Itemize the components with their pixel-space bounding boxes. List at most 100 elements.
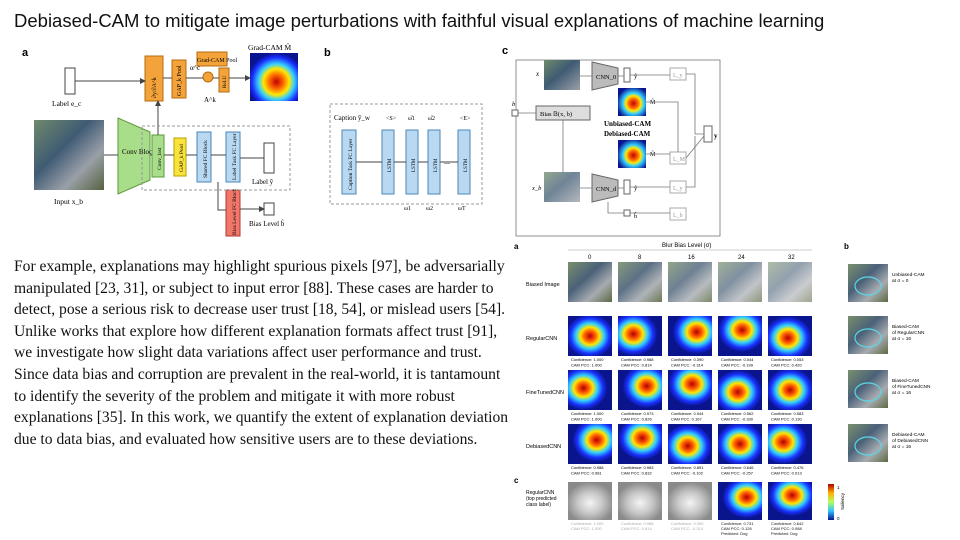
row-label-3: DebiasedCNN xyxy=(526,444,561,450)
gradcam-title: Grad-CAM M̂ xyxy=(248,42,291,52)
caption-r3-c3-1: CAM PCC: -0.257 xyxy=(721,471,754,476)
caption-r1-c2-0: Confidence: 0.390 xyxy=(671,357,704,362)
debiasing-diagram-c: c x CNN_0 ŷ L_y M̂ Unbiased-CAM Debiased… xyxy=(502,45,721,237)
caption-r3-c4-0: Confidence: 0.476 xyxy=(771,465,804,470)
overlay-image-3 xyxy=(848,424,888,462)
caption-r1-c0-1: CAM PCC: 1.000 xyxy=(571,363,602,368)
shared-fc-block xyxy=(196,131,212,183)
y-output xyxy=(703,125,713,143)
results-panel-label-b: b xyxy=(844,242,849,251)
cam-map-r1-c3 xyxy=(718,316,762,356)
bias-fc-block xyxy=(225,189,241,237)
caption-r2-c2-0: Confidence: 0.944 xyxy=(671,411,704,416)
cam-map-r2-c0 xyxy=(568,370,612,410)
lstm-label-4: LSTM xyxy=(464,158,469,172)
token-3: <E> xyxy=(460,116,471,122)
relu-block xyxy=(218,67,230,93)
bias-fn-text: Bias 𝔹(x, b) xyxy=(540,110,572,118)
cam-outline-1 xyxy=(854,328,882,348)
biased-image-0 xyxy=(568,262,612,302)
caption-r2-c3-1: CAM PCC: -0.330 xyxy=(721,417,754,422)
cam-outline-3 xyxy=(854,436,882,456)
c-caption-4-2: Predicted: Dog xyxy=(771,531,797,536)
y-hat-text: ŷ xyxy=(634,73,638,80)
cam-map-r2-c2 xyxy=(668,370,712,410)
x-label: x xyxy=(535,70,540,78)
saliency-colorbar xyxy=(828,484,834,520)
architecture-diagram-a: a Label e_c ∂y/∂A^k GAP_k Pool α^c A^k G… xyxy=(22,42,298,237)
b-caption-3-0: Debiased-CAM xyxy=(892,432,925,438)
c-map-4 xyxy=(768,482,812,520)
body-paragraph: For example, explanations may highlight … xyxy=(14,258,509,448)
token-2: ω̂2 xyxy=(428,116,435,122)
gradcam-pool-block xyxy=(196,51,228,67)
caption-r1-c1-1: CAM PCC: 0.814 xyxy=(621,363,652,368)
colorbar-bottom: 0 xyxy=(837,516,840,521)
b-caption-0-1: at σ = 0 xyxy=(892,278,909,284)
blur-level-2: 16 xyxy=(688,255,695,261)
caption-r3-c2-0: Confidence: 0.891 xyxy=(671,465,704,470)
overlay-image-1 xyxy=(848,316,888,354)
b-caption-0-0: Unbiased-CAM xyxy=(892,272,925,278)
c-caption-0-0: Confidence: 1.000 xyxy=(571,521,604,526)
shared-fc-text: Shared FC Block xyxy=(203,140,209,178)
caption-r1-c3-0: Confidence: 0.044 xyxy=(721,357,754,362)
label-vector xyxy=(64,67,76,95)
c-caption-3-1: CAM PCC: 0.126 xyxy=(721,526,752,531)
biased-image xyxy=(544,172,580,202)
lb-text: L_b xyxy=(673,213,683,219)
blur-level-3: 24 xyxy=(738,255,745,261)
bias-fc-text: Bias Level FC Block xyxy=(232,188,238,235)
caption-r2-c2-1: CAM PCC: 0.167 xyxy=(671,417,702,422)
relu-text: ReLU xyxy=(223,75,228,88)
c-caption-1-0: Confidence: 0.988 xyxy=(621,521,654,526)
cam-map-r3-c2 xyxy=(668,424,712,464)
results-figure: a Blur Bias Level (σ) 0 8 16 24 32 Biased Image… xyxy=(514,242,931,536)
ly-text: L_y xyxy=(673,73,683,79)
c-row-label-1: (top predicted xyxy=(526,496,557,502)
cam-map-r2-c1 xyxy=(618,370,662,410)
caption-r2-c3-0: Confidence: 0.562 xyxy=(721,411,754,416)
clean-image xyxy=(544,60,580,90)
caption-r3-c1-0: Confidence: 0.983 xyxy=(621,465,654,470)
lstm-label-3: LSTM xyxy=(434,158,439,172)
unbiased-heatmap xyxy=(618,88,646,116)
b-hat-text: b̂ xyxy=(634,212,638,220)
cnnd-text: CNN_d xyxy=(596,186,617,193)
biased-image-2 xyxy=(668,262,712,302)
b-caption-2-1: of FineTunedCNN xyxy=(892,384,931,390)
c-caption-1-1: CAM PCC: 0.814 xyxy=(621,526,652,531)
b-caption-2-2: at σ = 16 xyxy=(892,390,911,396)
token-0: <S> xyxy=(386,116,397,122)
colorbar-top: 1 xyxy=(837,485,840,490)
blur-level-0: 0 xyxy=(588,255,592,261)
label-task-block xyxy=(225,131,241,183)
alpha-text: α^c xyxy=(190,64,200,72)
cnn0-shape xyxy=(591,61,619,91)
gap-pool-block xyxy=(171,59,187,99)
row-label-0: Biased Image xyxy=(526,282,560,288)
panel-label-c: c xyxy=(502,45,508,57)
unbiased-m-hat: M̂ xyxy=(650,99,656,106)
debiased-heatmap xyxy=(618,140,646,168)
c-caption-4-1: CAM PCC: 0.088 xyxy=(771,526,802,531)
grad-op-text: ∂y/∂A^k xyxy=(151,77,158,98)
b-caption-3-2: at σ = 16 xyxy=(892,444,911,450)
caption-r3-c3-0: Confidence: 0.646 xyxy=(721,465,754,470)
c-map-2 xyxy=(668,482,712,520)
overlay-image-0 xyxy=(848,264,888,302)
cam-map-r3-c3 xyxy=(718,424,762,464)
caption-region xyxy=(329,103,483,205)
caption-r2-c1-1: CAM PCC: 0.826 xyxy=(621,417,652,422)
dashed-region xyxy=(141,125,291,191)
cam-map-r1-c1 xyxy=(618,316,662,356)
results-panel-label-c: c xyxy=(514,476,519,485)
caption-r3-c1-1: CAM PCC: 0.832 xyxy=(621,471,652,476)
c-caption-0-1: CAM PCC: 1.000 xyxy=(571,526,602,531)
cam-map-r2-c4 xyxy=(768,370,812,410)
b-label: b xyxy=(512,101,516,108)
c-map-1 xyxy=(618,482,662,520)
c-map-3 xyxy=(718,482,762,520)
biased-image-4 xyxy=(768,262,812,302)
cnn0-text: CNN_0 xyxy=(596,74,616,81)
